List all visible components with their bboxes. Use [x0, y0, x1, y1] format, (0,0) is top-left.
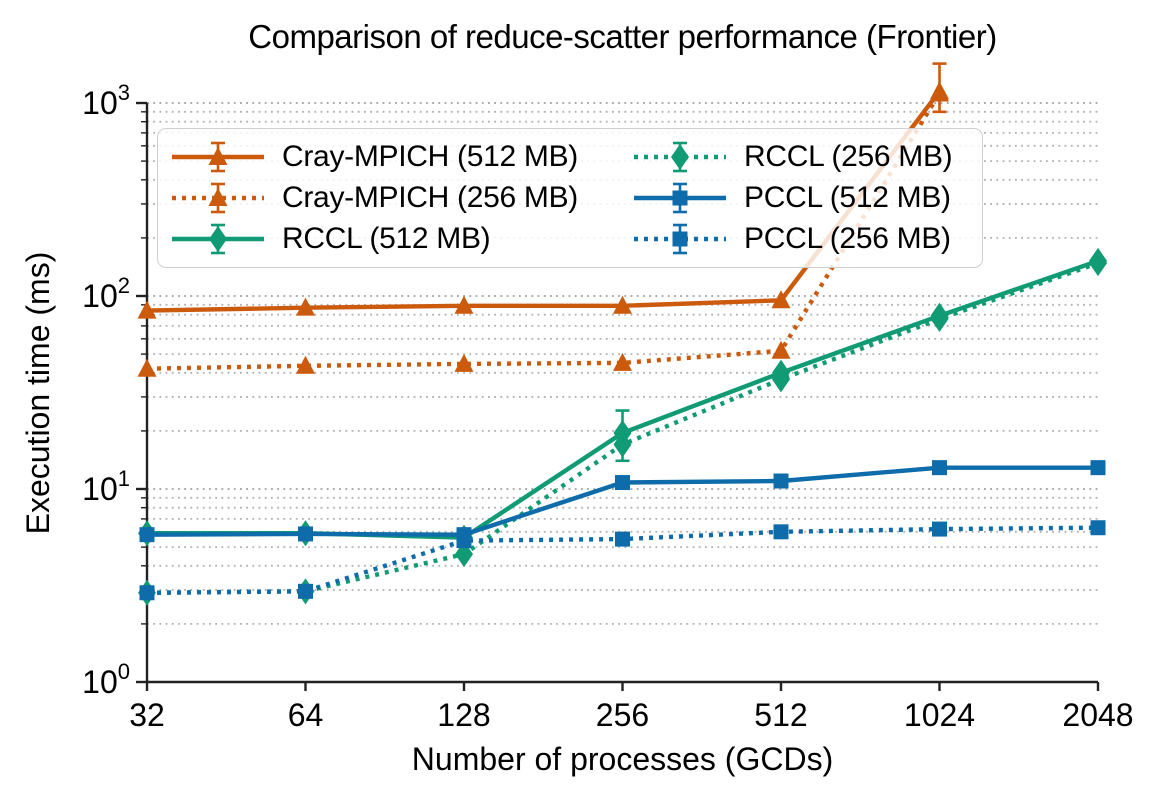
legend-label-cray-mpich-512-mb: Cray-MPICH (512 MB): [282, 139, 578, 173]
x-tick-label: 32: [129, 697, 165, 733]
triangle-marker: [454, 295, 474, 314]
diamond-marker: [613, 431, 632, 458]
square-marker: [615, 531, 630, 547]
y-tick-label: 101: [82, 466, 130, 507]
square-marker: [773, 524, 789, 540]
square-marker: [932, 460, 947, 476]
square-marker: [139, 527, 155, 543]
triangle-marker: [613, 295, 632, 314]
triangle-marker: [137, 358, 157, 377]
legend-triangle-marker: [208, 146, 228, 165]
legend-sample-solid-diamond: [172, 224, 264, 255]
series-pccl-256-mb: [139, 520, 1106, 601]
diamond-marker: [930, 306, 949, 333]
x-tick-label: 128: [437, 697, 490, 733]
y-tick-label: 100: [82, 659, 130, 700]
square-marker: [932, 521, 947, 537]
legend-square-marker: [672, 190, 688, 206]
legend-label-rccl-256-mb: RCCL (256 MB): [744, 139, 953, 173]
x-tick-label: 256: [596, 697, 649, 733]
legend-sample-dotted-diamond: [634, 141, 726, 172]
legend-square-marker: [672, 231, 688, 247]
legend-label-rccl-512-mb: RCCL (512 MB): [282, 222, 491, 256]
series-cray-mpich-256-mb: [137, 83, 949, 377]
square-marker: [1090, 520, 1106, 536]
square-marker: [456, 533, 472, 549]
series-line-cray-mpich-256-mb: [146, 92, 942, 371]
chart-title: Comparison of reduce-scatter performance…: [248, 18, 997, 55]
x-axis-label: Number of processes (GCDs): [411, 741, 834, 777]
legend-diamond-marker: [671, 143, 689, 170]
legend-label-pccl-512-mb: PCCL (512 MB): [744, 180, 951, 214]
square-marker: [298, 583, 313, 599]
series-pccl-512-mb: [139, 460, 1106, 543]
y-tick-label: 103: [82, 80, 130, 121]
triangle-marker: [771, 290, 791, 309]
series-rccl-512-mb: [138, 247, 1107, 551]
legend-entry-cray-mpich-512-mb: Cray-MPICH (512 MB): [170, 136, 632, 177]
legend: Cray-MPICH (512 MB) Cray-MPICH (256 MB) RC…: [157, 128, 983, 268]
axes: 32 64 128 256 512 1024 2048 100 101 102 103: [82, 80, 1133, 733]
legend-sample-dotted-triangle: [172, 182, 264, 214]
legend-sample-solid-square: [634, 182, 726, 214]
legend-entry-rccl-512-mb: RCCL (512 MB): [170, 219, 632, 260]
legend-entry-rccl-256-mb: RCCL (256 MB): [632, 136, 970, 177]
x-tick-label: 1024: [904, 697, 975, 733]
x-tick-label: 2048: [1062, 697, 1133, 733]
triangle-marker: [613, 352, 632, 371]
square-marker: [298, 526, 313, 542]
x-tick-label: 64: [288, 697, 324, 733]
diamond-marker: [1089, 250, 1107, 277]
legend-sample-solid-triangle: [172, 141, 264, 172]
diamond-marker: [772, 366, 790, 393]
triangle-marker: [296, 355, 315, 374]
legend-triangle-marker: [208, 187, 228, 206]
square-marker: [773, 473, 789, 489]
legend-sample-dotted-square: [634, 224, 726, 255]
legend-entry-pccl-512-mb: PCCL (512 MB): [632, 177, 970, 218]
triangle-marker: [296, 297, 315, 316]
triangle-marker: [771, 340, 791, 359]
legend-entry-cray-mpich-256-mb: Cray-MPICH (256 MB): [170, 177, 632, 218]
legend-diamond-marker: [209, 226, 227, 253]
legend-entry-pccl-256-mb: PCCL (256 MB): [632, 219, 970, 260]
y-tick-label: 102: [82, 273, 130, 314]
y-axis-label: Execution time (ms): [20, 251, 56, 535]
triangle-marker: [137, 300, 157, 319]
legend-label-cray-mpich-256-mb: Cray-MPICH (256 MB): [282, 180, 578, 214]
x-tick-label: 512: [754, 697, 807, 733]
legend-label-pccl-256-mb: PCCL (256 MB): [744, 222, 951, 256]
triangle-marker: [454, 353, 474, 372]
square-marker: [1090, 460, 1106, 476]
triangle-marker: [930, 83, 949, 102]
square-marker: [139, 585, 155, 601]
square-marker: [615, 475, 630, 491]
